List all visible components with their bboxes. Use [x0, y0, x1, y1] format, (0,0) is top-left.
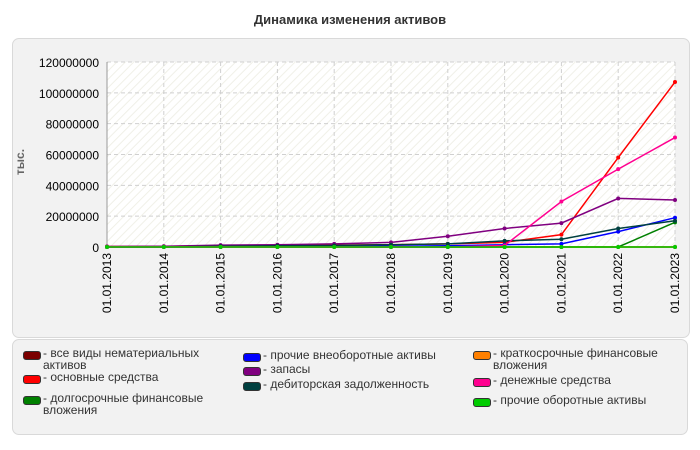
- data-point: [616, 226, 621, 231]
- data-point: [105, 245, 109, 249]
- data-point: [389, 245, 393, 249]
- data-point: [616, 167, 621, 172]
- data-point: [502, 238, 507, 243]
- legend-swatch: [473, 378, 491, 387]
- legend-label: - все виды нематериальных активов: [43, 346, 200, 372]
- y-tick-label: 40000000: [46, 179, 100, 193]
- y-tick-label: 20000000: [46, 210, 100, 224]
- y-tick-label: 0: [92, 241, 99, 255]
- data-point: [616, 196, 621, 201]
- y-tick-label: 80000000: [46, 118, 100, 132]
- x-tick-label: 01.01.2021: [554, 253, 568, 313]
- data-point: [445, 245, 450, 249]
- data-point: [559, 199, 564, 204]
- y-tick-label: 120000000: [39, 56, 99, 70]
- x-tick-label: 01.01.2020: [498, 253, 512, 313]
- legend-swatch: [23, 375, 41, 384]
- data-point: [673, 245, 677, 249]
- legend-label: - дебиторская задолженность: [263, 377, 430, 391]
- legend-swatch: [23, 351, 41, 360]
- x-tick-label: 01.01.2019: [441, 253, 455, 313]
- x-tick-label: 01.01.2023: [668, 253, 682, 313]
- data-point: [559, 221, 564, 226]
- data-point: [673, 218, 677, 223]
- legend-swatch: [473, 351, 491, 360]
- x-tick-label: 01.01.2014: [157, 253, 171, 313]
- data-point: [616, 245, 621, 249]
- data-point: [673, 80, 677, 85]
- data-point: [445, 234, 450, 239]
- legend-label: - денежные средства: [493, 373, 611, 387]
- data-point: [559, 245, 564, 249]
- data-point: [559, 241, 564, 246]
- legend-swatch: [23, 396, 41, 405]
- legend-label: - краткосрочные финансовые вложения: [493, 346, 658, 372]
- data-point: [218, 245, 223, 249]
- data-point: [673, 197, 677, 202]
- legend-swatch: [243, 367, 261, 376]
- chart-plot: 0 20000000 40000000 60000000 80000000 1000000…: [39, 56, 682, 313]
- chart-title: Динамика изменения активов: [253, 12, 447, 27]
- legend-swatch: [243, 353, 261, 362]
- x-tick-label: 01.01.2015: [214, 253, 228, 313]
- legend-label: - прочие оборотные активы: [493, 393, 647, 407]
- data-point: [616, 155, 621, 160]
- data-point: [161, 245, 166, 249]
- legend: - все виды нематериальных активов - основ…: [12, 339, 688, 435]
- data-point: [445, 241, 450, 246]
- x-tick-label: 01.01.2013: [100, 253, 114, 313]
- legend-label: - прочие внеоборотные активы: [263, 348, 436, 362]
- data-point: [673, 135, 677, 140]
- x-tick-label: 01.01.2017: [327, 253, 341, 313]
- legend-swatch: [473, 398, 491, 407]
- data-point: [616, 229, 621, 234]
- data-point: [275, 245, 280, 249]
- legend-label: - долгосрочные финансовые вложения: [43, 391, 204, 417]
- data-point: [559, 232, 564, 237]
- data-point: [502, 245, 507, 249]
- legend-label: - запасы: [263, 362, 311, 376]
- y-tick-label: 100000000: [39, 87, 99, 101]
- x-tick-label: 01.01.2018: [384, 253, 398, 313]
- y-tick-label: 60000000: [46, 149, 100, 163]
- x-tick-label: 01.01.2022: [611, 253, 625, 313]
- legend-label: - основные средства: [43, 370, 159, 384]
- data-point: [559, 237, 564, 242]
- data-point: [673, 215, 677, 220]
- legend-swatch: [243, 382, 261, 391]
- data-point: [332, 245, 337, 249]
- x-tick-label: 01.01.2016: [270, 253, 284, 313]
- data-point: [502, 226, 507, 231]
